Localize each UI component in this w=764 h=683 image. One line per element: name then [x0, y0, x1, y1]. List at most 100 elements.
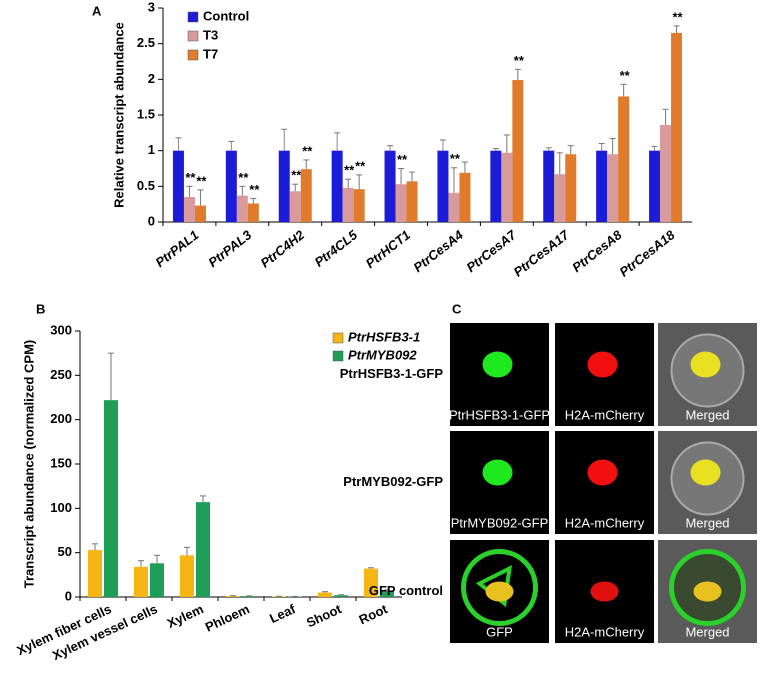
bar — [565, 154, 577, 222]
bar — [437, 150, 449, 222]
x-tick-label: Leaf — [267, 601, 298, 626]
bar — [334, 595, 348, 597]
error-bar — [384, 589, 390, 591]
error-bar — [184, 546, 190, 556]
significance-label: ** — [514, 53, 525, 68]
x-tick-label: Ptr4CL5 — [312, 227, 361, 270]
legend-swatch — [332, 350, 344, 362]
nucleus — [590, 581, 619, 602]
row-label: PtrMYB092-GFP — [343, 474, 443, 489]
nucleus — [690, 351, 721, 378]
y-tick-label: 0 — [148, 213, 155, 228]
bar — [364, 568, 378, 597]
image-caption: Merged — [685, 407, 729, 422]
micrograph: Merged — [658, 323, 757, 426]
micrograph: H2A-mCherry — [555, 540, 654, 643]
image-caption: H2A-mCherry — [565, 407, 645, 422]
error-bar — [662, 108, 669, 125]
significance-label: ** — [302, 143, 313, 158]
bar — [649, 150, 661, 222]
error-bar — [398, 168, 405, 185]
y-tick-label: 2.5 — [137, 35, 155, 50]
x-tick-label: PtrPAL3 — [205, 227, 254, 270]
error-bar — [292, 183, 299, 192]
significance-label: ** — [620, 68, 631, 83]
y-tick-label: 300 — [50, 322, 72, 337]
significance-label: ** — [344, 163, 355, 178]
error-bar — [450, 167, 457, 193]
bar — [242, 596, 256, 597]
error-bar — [439, 139, 446, 151]
bar — [380, 590, 394, 597]
legend-swatch — [332, 332, 344, 344]
error-bar — [200, 495, 206, 503]
bar — [104, 400, 118, 597]
y-tick-label: 150 — [50, 455, 72, 470]
error-bar — [250, 197, 257, 204]
micrograph: H2A-mCherry — [555, 323, 654, 426]
bar — [660, 124, 672, 222]
micrograph: PtrMYB092-GFP — [450, 431, 549, 534]
error-bar — [556, 152, 563, 175]
nucleus — [482, 351, 513, 378]
error-bar — [345, 178, 352, 188]
bar — [194, 205, 206, 222]
error-bar — [387, 145, 394, 151]
nucleus — [482, 459, 513, 486]
error-bar — [356, 174, 363, 190]
bar — [342, 187, 354, 222]
error-bar — [368, 567, 374, 569]
y-tick-label: 0.5 — [137, 178, 155, 193]
error-bar — [186, 185, 193, 198]
legend-label: T7 — [203, 46, 218, 61]
x-tick-label: Phloem — [203, 601, 252, 634]
y-tick-label: 50 — [58, 544, 72, 559]
error-bar — [651, 145, 658, 151]
error-bar — [197, 189, 204, 206]
error-bar — [175, 137, 182, 151]
image-caption: PtrHSFB3-1-GFP — [449, 407, 550, 422]
bar — [226, 596, 240, 597]
bar — [671, 32, 683, 222]
bar — [618, 96, 630, 222]
micrograph: Merged — [658, 431, 757, 534]
cell-outline — [461, 549, 538, 626]
panel-label: C — [452, 301, 462, 316]
bar — [289, 191, 301, 222]
significance-label: ** — [291, 168, 302, 183]
panel-label: A — [92, 3, 102, 18]
cell-outline — [669, 549, 746, 626]
bar — [196, 502, 210, 597]
error-bar — [281, 128, 288, 151]
micrograph: H2A-mCherry — [555, 431, 654, 534]
bar — [134, 566, 148, 597]
bar — [596, 150, 608, 222]
error-bar — [503, 134, 510, 153]
bar — [225, 150, 237, 222]
error-bar — [409, 171, 416, 182]
error-bar — [303, 159, 310, 170]
row-label: GFP control — [369, 583, 443, 598]
nucleus — [693, 581, 722, 602]
image-caption: PtrMYB092-GFP — [451, 515, 549, 530]
bar — [501, 152, 513, 222]
y-tick-label: 2 — [148, 71, 155, 86]
bar — [180, 555, 194, 597]
significance-label: ** — [249, 182, 260, 197]
x-tick-label: Shoot — [304, 601, 344, 630]
bar — [150, 563, 164, 597]
bar — [236, 195, 248, 222]
error-bar — [334, 132, 341, 151]
error-bar — [609, 138, 616, 155]
significance-label: ** — [397, 152, 408, 167]
significance-label: ** — [238, 170, 249, 185]
bar — [395, 184, 407, 222]
error-bar — [322, 591, 328, 593]
error-bar — [567, 145, 574, 155]
error-bar — [620, 83, 627, 97]
bar — [300, 169, 312, 222]
bar — [554, 174, 566, 222]
significance-label: ** — [672, 9, 683, 24]
nucleus — [485, 581, 514, 602]
bar — [459, 172, 471, 222]
